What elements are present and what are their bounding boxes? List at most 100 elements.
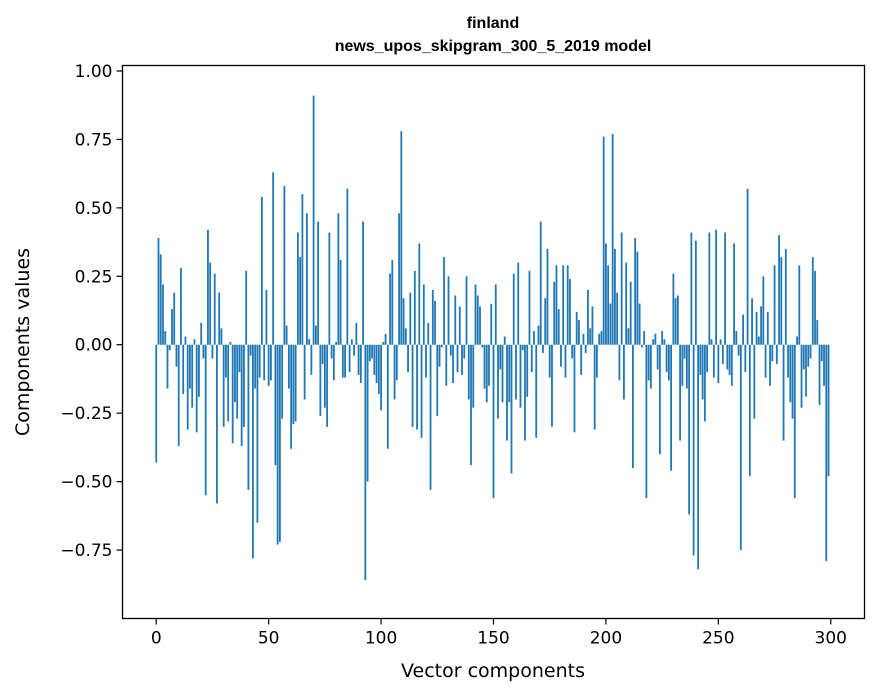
bar-67 <box>305 213 308 345</box>
y-tick-label-6: 0.75 <box>75 130 113 150</box>
bar-295 <box>818 344 821 405</box>
bar-194 <box>591 306 594 345</box>
bar-40 <box>245 270 248 345</box>
bar-96 <box>371 344 373 359</box>
bar-240 <box>694 240 697 345</box>
bar-238 <box>690 232 693 345</box>
bar-233 <box>679 344 682 441</box>
bar-292 <box>811 257 814 345</box>
bar-102 <box>384 333 387 345</box>
bar-297 <box>823 344 825 386</box>
bar-145 <box>481 344 484 348</box>
bar-267 <box>755 311 758 345</box>
bar-60 <box>290 344 293 449</box>
bar-192 <box>587 289 589 345</box>
bar-80 <box>335 342 338 345</box>
bar-242 <box>699 344 702 375</box>
bar-293 <box>814 270 816 345</box>
bar-130 <box>447 276 450 345</box>
bar-286 <box>798 265 801 345</box>
bar-46 <box>258 344 261 378</box>
bar-28 <box>218 292 221 345</box>
bar-63 <box>296 232 299 345</box>
bar-14 <box>186 344 189 430</box>
bar-215 <box>638 303 641 345</box>
bar-143 <box>476 295 479 345</box>
bar-160 <box>515 344 517 400</box>
bar-164 <box>524 344 526 441</box>
bar-177 <box>553 281 556 345</box>
bar-41 <box>247 344 250 490</box>
bar-244 <box>703 344 706 422</box>
bar-247 <box>710 339 713 345</box>
bar-171 <box>539 221 542 345</box>
bar-277 <box>778 235 780 345</box>
bar-75 <box>323 344 326 408</box>
bar-98 <box>375 344 378 384</box>
chart-subtitle: news_upos_skipgram_300_5_2019 model <box>335 38 652 55</box>
bar-249 <box>715 229 717 345</box>
bar-123 <box>431 289 434 345</box>
bar-74 <box>321 344 324 364</box>
bar-79 <box>332 344 335 381</box>
bar-53 <box>274 344 277 466</box>
bar-161 <box>517 262 520 345</box>
y-tick-label-1: −0.50 <box>60 473 112 493</box>
bar-231 <box>674 298 677 345</box>
y-tick-label-7: 1.00 <box>75 62 113 82</box>
bar-129 <box>445 344 448 386</box>
chart-title: finland <box>467 15 519 32</box>
bar-163 <box>521 344 524 351</box>
bar-77 <box>328 232 331 345</box>
bar-197 <box>598 333 601 345</box>
bar-81 <box>337 213 340 345</box>
bar-200 <box>605 243 607 345</box>
bar-224 <box>658 344 661 455</box>
bar-142 <box>474 284 477 345</box>
bar-39 <box>243 344 245 427</box>
bar-10 <box>177 344 180 447</box>
bar-140 <box>470 344 472 466</box>
bar-205 <box>616 292 619 345</box>
y-tick-label-4: 0.25 <box>75 267 113 287</box>
bar-34 <box>231 344 234 444</box>
bar-274 <box>771 344 774 362</box>
bar-8 <box>173 292 176 345</box>
bar-2 <box>159 254 162 345</box>
bar-43 <box>252 344 254 559</box>
bar-182 <box>564 344 567 378</box>
bar-183 <box>566 265 569 345</box>
bar-64 <box>299 257 302 345</box>
bar-287 <box>800 344 803 408</box>
bar-42 <box>249 344 252 356</box>
bar-236 <box>685 344 688 389</box>
bar-87 <box>350 339 353 345</box>
bar-203 <box>611 133 614 345</box>
bar-198 <box>600 331 603 345</box>
bar-78 <box>330 344 333 359</box>
bar-128 <box>443 257 445 345</box>
bar-189 <box>580 344 583 375</box>
bar-157 <box>508 344 511 403</box>
bar-27 <box>216 344 218 504</box>
bar-179 <box>557 309 560 345</box>
bar-144 <box>479 306 481 345</box>
bar-159 <box>512 273 515 345</box>
bar-1 <box>157 237 160 345</box>
y-tick-label-2: −0.25 <box>60 404 112 424</box>
bar-226 <box>663 339 666 345</box>
bar-190 <box>582 333 585 345</box>
bar-23 <box>207 229 209 345</box>
bar-229 <box>670 344 673 471</box>
bar-138 <box>465 276 468 345</box>
bar-257 <box>733 243 735 345</box>
bar-223 <box>656 344 659 370</box>
bar-101 <box>382 342 385 345</box>
bar-188 <box>578 320 580 345</box>
bar-6 <box>168 344 171 351</box>
bar-65 <box>301 194 304 345</box>
bar-202 <box>609 303 612 345</box>
bar-45 <box>256 344 259 523</box>
bar-235 <box>683 344 686 359</box>
bar-109 <box>400 131 403 345</box>
